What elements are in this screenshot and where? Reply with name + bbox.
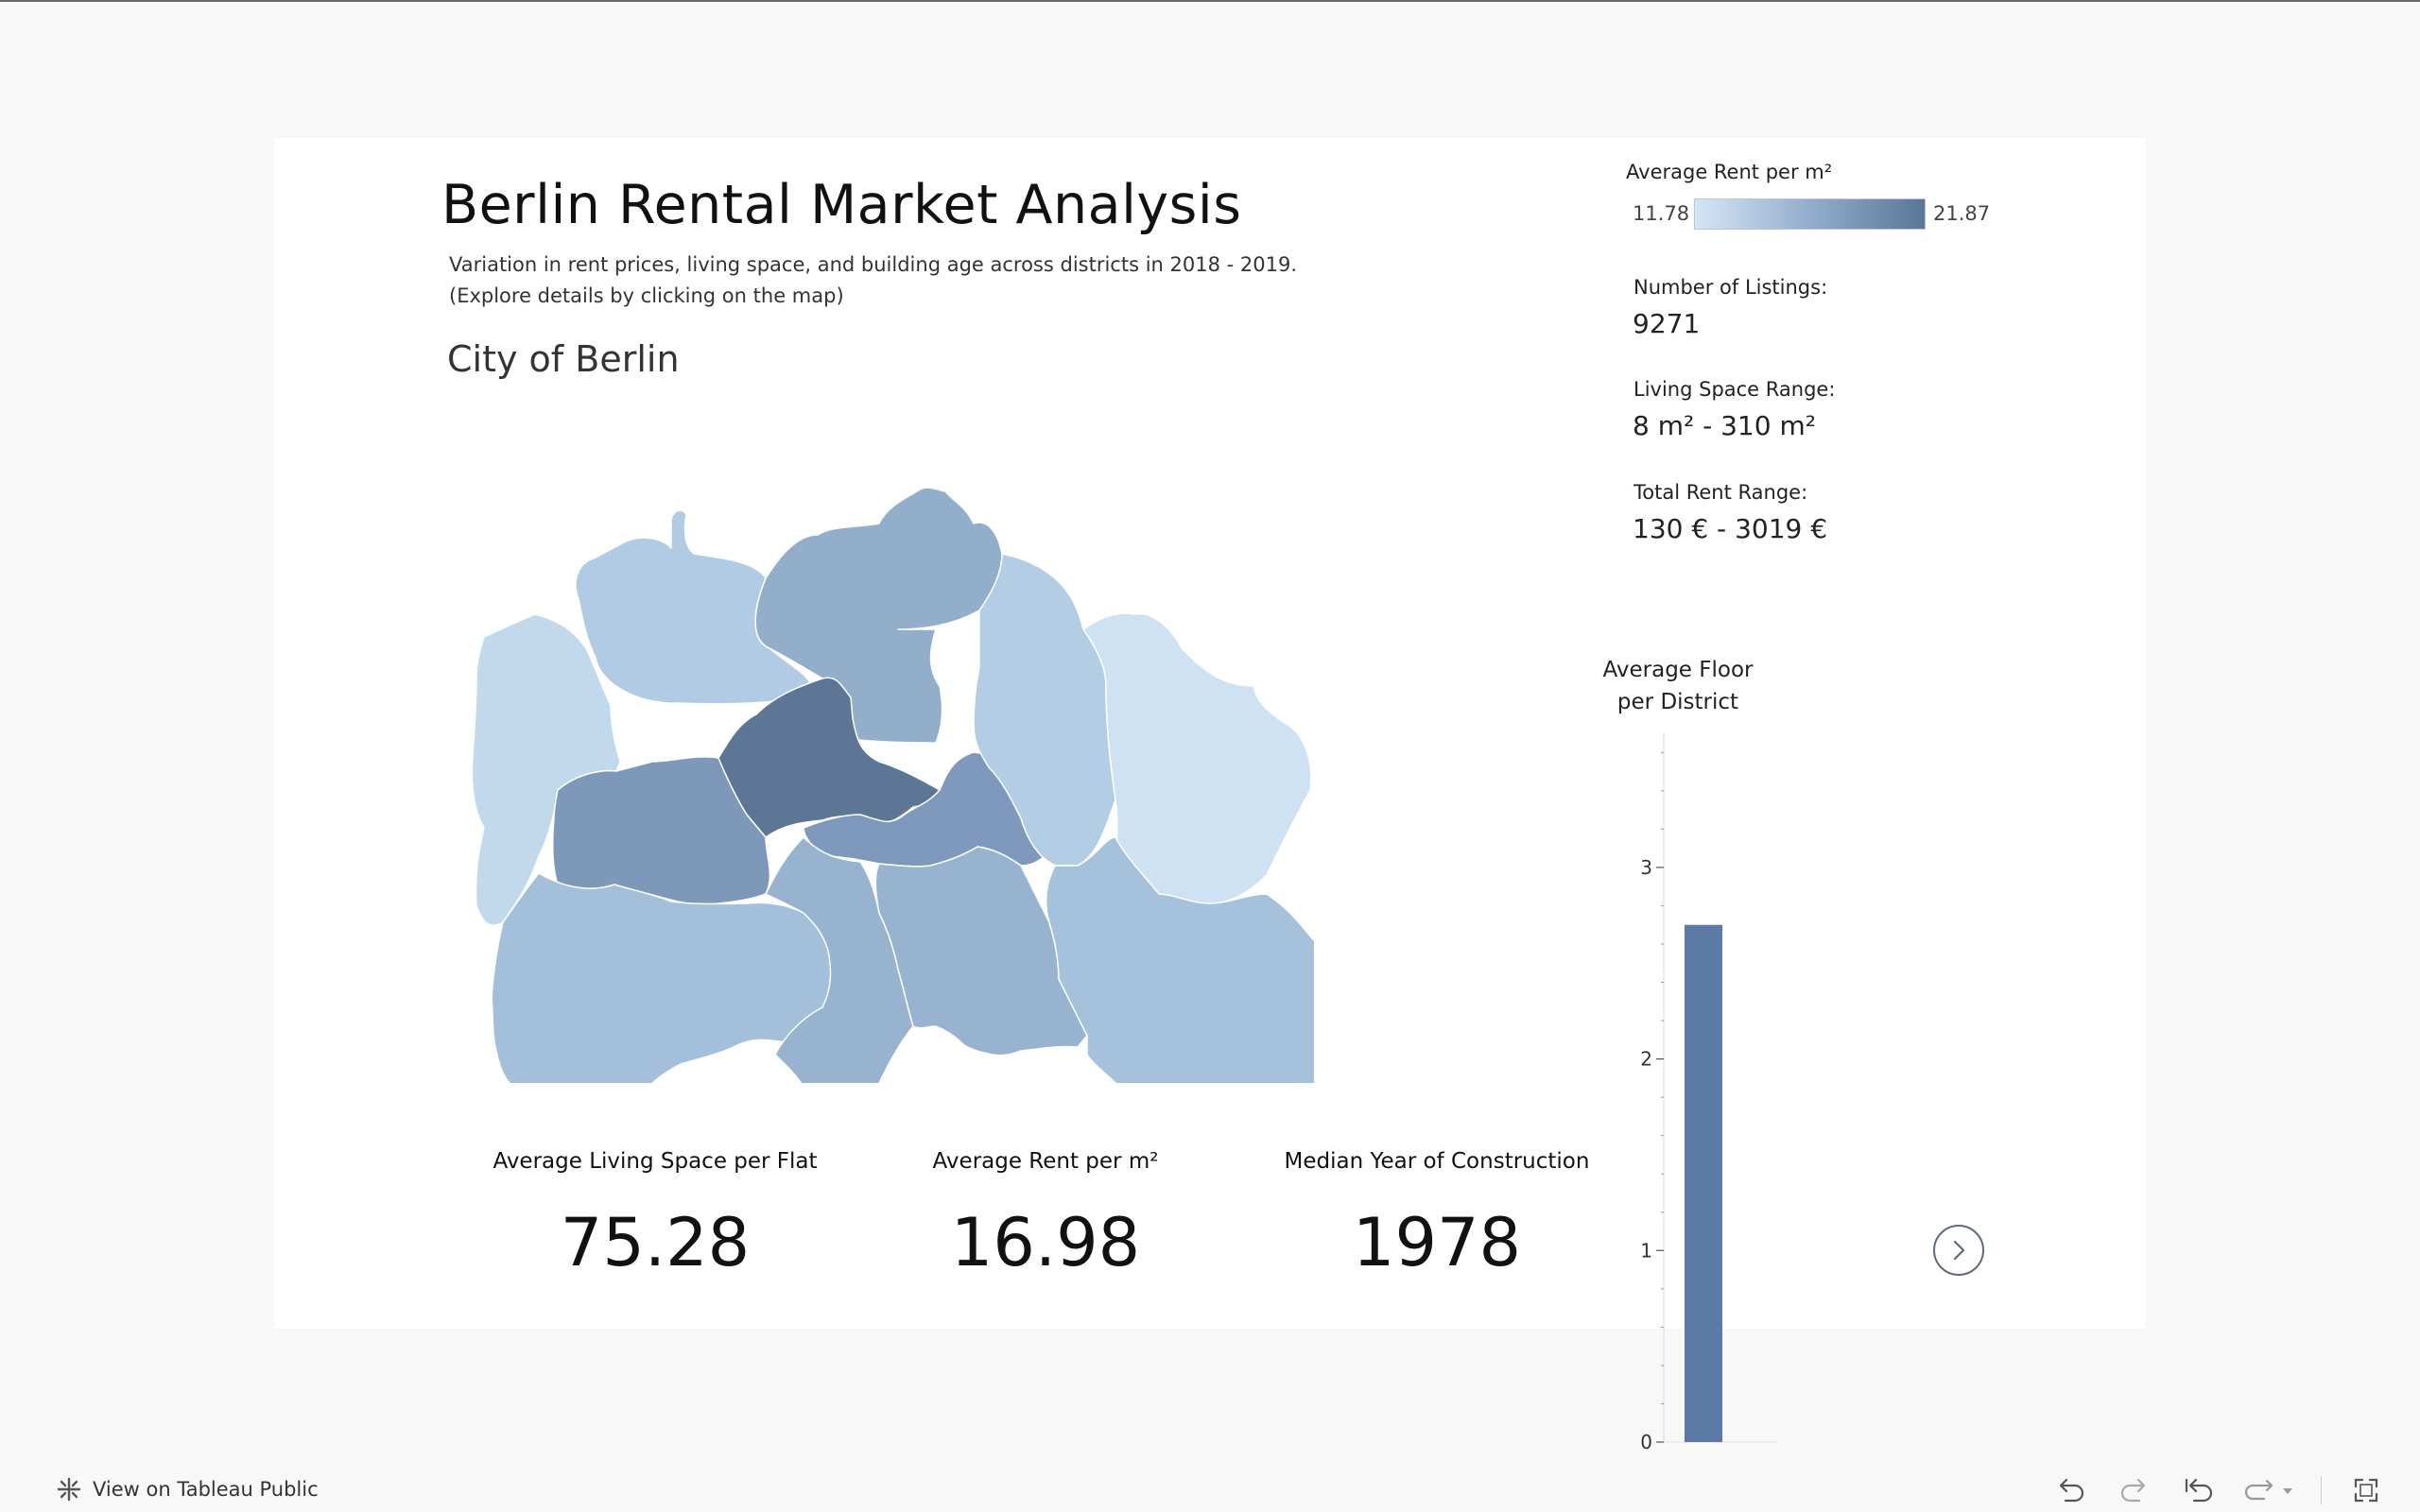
y-tick-label: 0	[1640, 1431, 1652, 1452]
chevron-right-icon	[1953, 1240, 1965, 1261]
map-title: City of Berlin	[447, 338, 680, 380]
undo-icon	[2059, 1478, 2084, 1503]
legend-max: 21.87	[1933, 202, 1991, 225]
district-neukoelln[interactable]	[874, 846, 1088, 1057]
district-charlottenburg-wilmersdorf[interactable]	[552, 756, 771, 906]
floor-bar-chart[interactable]: 0 1 2 3	[1635, 724, 1787, 1452]
view-on-tableau-label: View on Tableau Public	[93, 1478, 319, 1501]
revert-button[interactable]	[2179, 1470, 2219, 1510]
listings-value: 9271	[1633, 308, 1701, 339]
y-tick-label: 3	[1640, 856, 1652, 879]
toolbar-divider	[2321, 1476, 2322, 1504]
rent-range-value: 130 € - 3019 €	[1633, 513, 1828, 544]
next-page-button[interactable]	[1933, 1225, 1984, 1276]
legend-min: 11.78	[1633, 202, 1690, 225]
view-on-tableau-link[interactable]: View on Tableau Public	[55, 1475, 319, 1503]
chevron-down-icon	[2283, 1488, 2292, 1494]
rent-range-label: Total Rent Range:	[1634, 481, 1808, 504]
toolbar	[2026, 1470, 2386, 1510]
redo-icon	[2120, 1478, 2146, 1503]
legend-color-ramp	[1694, 198, 1926, 230]
share-icon	[2244, 1479, 2292, 1501]
subtitle-line-2: (Explore details by clicking on the map)	[449, 284, 844, 307]
undo-button[interactable]	[2050, 1470, 2090, 1510]
kpi-construction-label: Median Year of Construction	[1284, 1149, 1590, 1174]
kpi-rent-label: Average Rent per m²	[932, 1149, 1159, 1174]
district-treptow-koepenick[interactable]	[1045, 836, 1314, 1083]
kpi-living-space-value: 75.28	[560, 1204, 751, 1281]
district-tempelhof-schoeneberg[interactable]	[765, 836, 914, 1083]
kpi-construction-value: 1978	[1352, 1204, 1522, 1281]
living-space-range-label: Living Space Range:	[1634, 378, 1836, 401]
revert-icon	[2185, 1478, 2213, 1503]
top-border	[0, 0, 2420, 2]
redo-button[interactable]	[2115, 1470, 2154, 1510]
tableau-logo-icon	[57, 1477, 81, 1502]
bar-chart-title-line-2: per District	[1616, 690, 1739, 714]
dashboard: Berlin Rental Market Analysis Variation …	[274, 138, 2146, 1452]
listings-label: Number of Listings:	[1634, 276, 1828, 299]
fullscreen-button[interactable]	[2346, 1470, 2386, 1510]
district-marzahn-hellersdorf[interactable]	[1082, 612, 1312, 904]
y-tick-label: 2	[1640, 1048, 1652, 1071]
floor-bar[interactable]	[1685, 924, 1722, 1442]
bar-chart-title-line-1: Average Floor	[1602, 658, 1754, 682]
dashboard-subtitle: Variation in rent prices, living space, …	[449, 249, 1297, 312]
kpi-living-space-label: Average Living Space per Flat	[493, 1149, 818, 1174]
kpi-rent-value: 16.98	[950, 1204, 1141, 1281]
dashboard-title: Berlin Rental Market Analysis	[441, 174, 1242, 236]
subtitle-line-1: Variation in rent prices, living space, …	[449, 253, 1298, 276]
y-tick-label: 1	[1640, 1239, 1652, 1262]
district-spandau[interactable]	[471, 613, 621, 926]
living-space-range-value: 8 m² - 310 m²	[1633, 410, 1816, 441]
legend-title: Average Rent per m²	[1626, 161, 1833, 183]
berlin-district-map[interactable]	[274, 138, 1314, 1083]
bar-chart-title: Average Floor per District	[1593, 654, 1763, 718]
share-button[interactable]	[2243, 1470, 2296, 1510]
fullscreen-icon	[2354, 1478, 2378, 1503]
